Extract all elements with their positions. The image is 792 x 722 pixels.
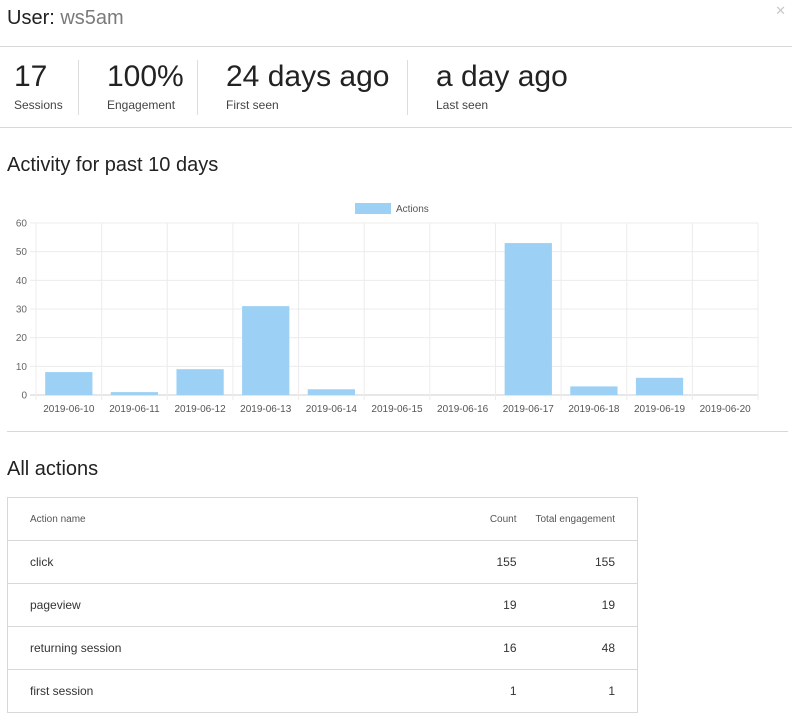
stats-bar: 17 Sessions 100% Engagement 24 days ago … [0,48,792,128]
bar [570,386,618,395]
table-row[interactable]: returning session 16 48 [7,626,638,670]
x-tick-label: 2019-06-12 [175,404,227,415]
engagement-cell: 19 [516,583,638,627]
count-cell: 155 [376,540,517,584]
y-tick-label: 0 [21,391,27,402]
action-name-cell: first session [7,669,377,713]
column-header-count[interactable]: Count [376,497,517,541]
stat-label: Last seen [436,98,489,112]
stat-engagement: 100% Engagement [107,58,184,112]
stat-last-seen: a day ago Last seen [436,58,568,112]
column-header-total-engagement[interactable]: Total engagement [516,497,638,541]
stat-value: 24 days ago [226,60,390,93]
x-tick-label: 2019-06-16 [437,404,489,415]
y-tick-label: 30 [16,305,28,316]
count-cell: 19 [376,583,517,627]
stat-value: 17 [14,60,48,93]
count-cell: 1 [376,669,517,713]
y-tick-label: 40 [16,276,28,287]
x-tick-label: 2019-06-20 [700,404,752,415]
activity-title: Activity for past 10 days [7,154,219,176]
legend-label: Actions [396,204,429,215]
x-tick-label: 2019-06-13 [240,404,292,415]
x-tick-label: 2019-06-17 [503,404,555,415]
all-actions-title: All actions [7,458,99,480]
column-header-action-name[interactable]: Action name [7,497,377,541]
close-icon[interactable]: ✕ [775,3,786,18]
bar [635,377,684,395]
engagement-cell: 1 [516,669,638,713]
stat-value: 100% [107,60,184,93]
username: ws5am [60,7,124,29]
count-cell: 16 [376,626,517,670]
y-tick-label: 60 [16,219,28,230]
stat-label: Sessions [14,98,63,112]
x-tick-label: 2019-06-19 [634,404,686,415]
x-tick-label: 2019-06-14 [306,404,358,415]
user-title-prefix: User: [7,7,55,29]
divider [407,60,408,115]
stat-label: First seen [226,98,279,112]
action-name-cell: click [7,540,377,584]
legend-swatch [355,203,391,214]
section-divider [7,431,788,432]
action-name-cell: pageview [7,583,377,627]
table-row[interactable]: first session 1 1 [7,669,638,713]
x-tick-label: 2019-06-15 [371,404,423,415]
activity-chart: 0 10 20 30 40 50 60 2019-06-10 2019-06-11 2019-06… [16,203,759,415]
user-header: User: ws5am ✕ [0,0,792,47]
stat-first-seen: 24 days ago First seen [226,58,389,112]
y-tick-label: 50 [16,247,28,258]
actions-table: Action name Count Total engagement click… [7,497,638,713]
bar [307,389,355,395]
bar [110,392,159,395]
stat-label: Engagement [107,98,176,112]
user-title: User: ws5am [7,7,124,30]
table-row[interactable]: click 155 155 [7,540,638,584]
stat-sessions: 17 Sessions [14,58,63,112]
divider [197,60,198,115]
table-row[interactable]: pageview 19 19 [7,583,638,627]
x-tick-label: 2019-06-10 [43,404,95,415]
x-tick-label: 2019-06-11 [109,404,160,415]
stat-value: a day ago [436,60,568,93]
bar [242,306,290,395]
engagement-cell: 48 [516,626,638,670]
bar [45,372,93,395]
bar [176,369,224,395]
y-tick-label: 20 [16,333,28,344]
table-header-row: Action name Count Total engagement [7,497,638,541]
x-tick-label: 2019-06-18 [568,404,620,415]
action-name-cell: returning session [7,626,377,670]
engagement-cell: 155 [516,540,638,584]
bar [504,243,552,395]
y-tick-label: 10 [16,362,28,373]
divider [78,60,79,115]
